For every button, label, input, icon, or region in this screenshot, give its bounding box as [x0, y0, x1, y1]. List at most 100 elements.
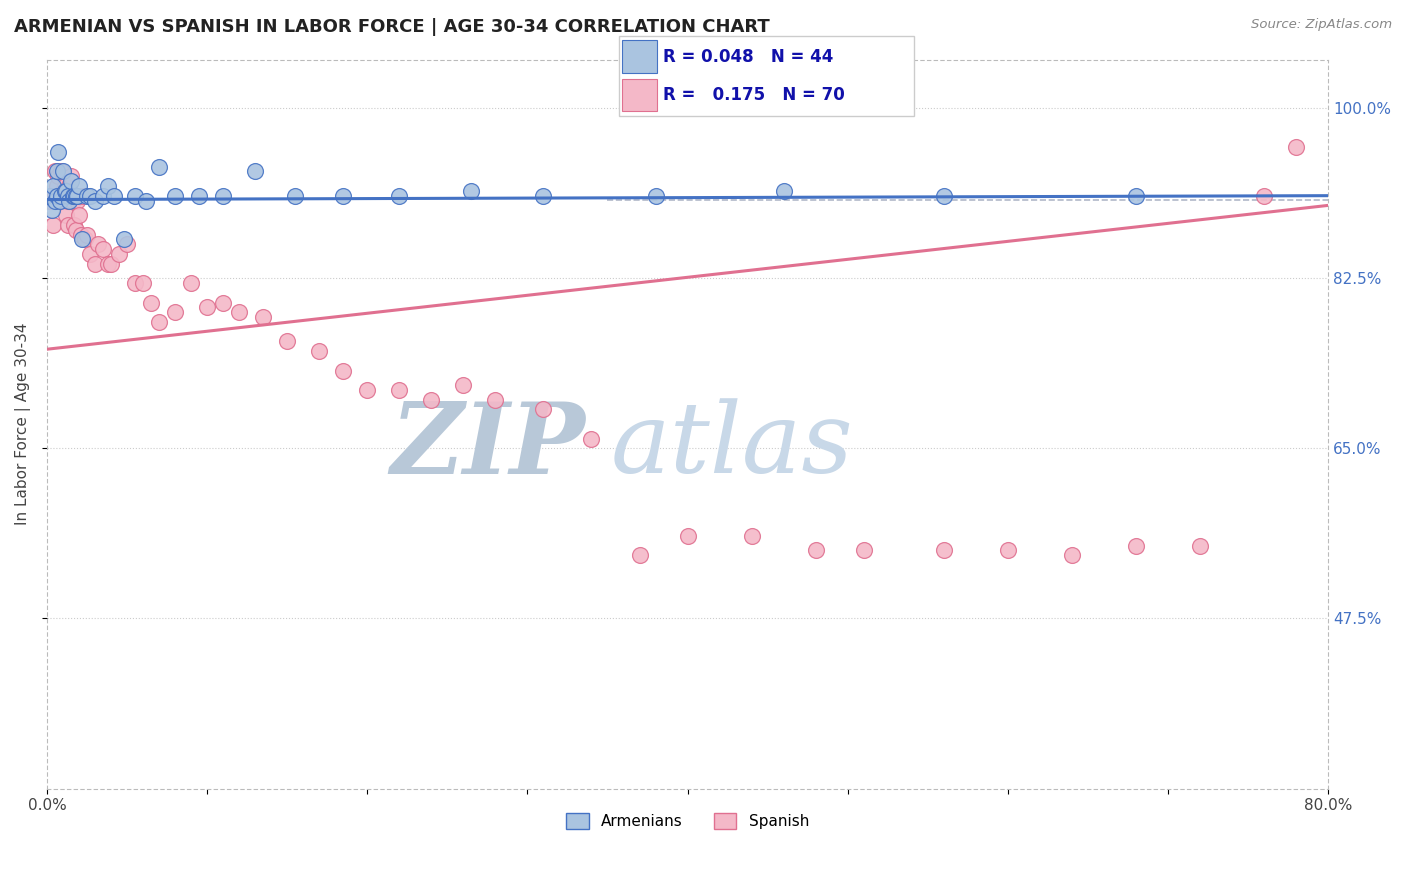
Legend: Armenians, Spanish: Armenians, Spanish — [560, 807, 815, 836]
Point — [87, 237, 110, 252]
Point — [804, 543, 827, 558]
Point — [75, 232, 97, 246]
Point — [460, 184, 482, 198]
Point — [59, 169, 82, 184]
Point — [308, 344, 330, 359]
Point — [65, 222, 87, 236]
Point — [180, 276, 202, 290]
Point — [70, 188, 93, 202]
Point — [84, 257, 107, 271]
Point — [53, 194, 76, 208]
Point — [59, 188, 82, 202]
Point — [148, 160, 170, 174]
Point — [276, 334, 298, 349]
Point — [44, 188, 66, 202]
Point — [67, 208, 90, 222]
Point — [91, 242, 114, 256]
Point — [484, 392, 506, 407]
Text: R =   0.175   N = 70: R = 0.175 N = 70 — [664, 87, 845, 104]
Text: atlas: atlas — [610, 399, 853, 493]
Point — [41, 203, 63, 218]
Point — [332, 363, 354, 377]
Point — [135, 194, 157, 208]
Point — [55, 184, 77, 198]
Point — [63, 218, 86, 232]
Point — [772, 184, 794, 198]
Point — [97, 178, 120, 193]
Point — [56, 194, 79, 208]
Point — [1125, 188, 1147, 202]
Point — [212, 188, 235, 202]
Point — [46, 194, 69, 208]
Point — [41, 188, 63, 202]
Point — [103, 188, 125, 202]
Point — [581, 432, 603, 446]
Point — [932, 543, 955, 558]
Point — [932, 188, 955, 202]
Point — [388, 383, 411, 397]
Point — [1253, 188, 1275, 202]
Point — [67, 178, 90, 193]
Point — [124, 276, 146, 290]
Point — [195, 301, 218, 315]
Point — [997, 543, 1019, 558]
Text: ARMENIAN VS SPANISH IN LABOR FORCE | AGE 30-34 CORRELATION CHART: ARMENIAN VS SPANISH IN LABOR FORCE | AGE… — [14, 18, 770, 36]
Point — [628, 548, 651, 562]
Point — [852, 543, 875, 558]
Point — [49, 194, 72, 208]
Point — [58, 194, 80, 208]
Point — [49, 194, 72, 208]
Point — [58, 178, 80, 193]
FancyBboxPatch shape — [621, 40, 657, 72]
Point — [39, 188, 62, 202]
Point — [108, 247, 131, 261]
Point — [332, 188, 354, 202]
Point — [53, 178, 76, 193]
Point — [112, 232, 135, 246]
Point — [79, 188, 101, 202]
Point — [148, 315, 170, 329]
FancyBboxPatch shape — [619, 36, 914, 116]
Point — [165, 188, 187, 202]
Point — [52, 188, 75, 202]
Point — [65, 188, 87, 202]
Point — [45, 188, 67, 202]
Point — [49, 194, 72, 208]
FancyBboxPatch shape — [621, 79, 657, 112]
Point — [676, 529, 699, 543]
Point — [188, 188, 211, 202]
Point — [69, 227, 91, 242]
Point — [228, 305, 250, 319]
Point — [62, 188, 84, 202]
Point — [741, 529, 763, 543]
Point — [97, 257, 120, 271]
Point — [76, 188, 98, 202]
Point — [79, 247, 101, 261]
Point — [1125, 539, 1147, 553]
Point — [212, 295, 235, 310]
Text: R = 0.048   N = 44: R = 0.048 N = 44 — [664, 48, 834, 66]
Point — [42, 218, 65, 232]
Point — [44, 164, 66, 178]
Point — [42, 178, 65, 193]
Point — [100, 257, 122, 271]
Point — [1285, 140, 1308, 154]
Point — [533, 188, 555, 202]
Point — [388, 188, 411, 202]
Point — [70, 232, 93, 246]
Point — [115, 237, 138, 252]
Point — [252, 310, 274, 325]
Point — [39, 194, 62, 208]
Point — [124, 188, 146, 202]
Point — [91, 188, 114, 202]
Point — [55, 208, 77, 222]
Point — [46, 169, 69, 184]
Point — [84, 194, 107, 208]
Point — [53, 184, 76, 198]
Point — [644, 188, 666, 202]
Point — [66, 194, 89, 208]
Point — [45, 164, 67, 178]
Point — [56, 218, 79, 232]
Point — [62, 194, 84, 208]
Point — [1189, 539, 1212, 553]
